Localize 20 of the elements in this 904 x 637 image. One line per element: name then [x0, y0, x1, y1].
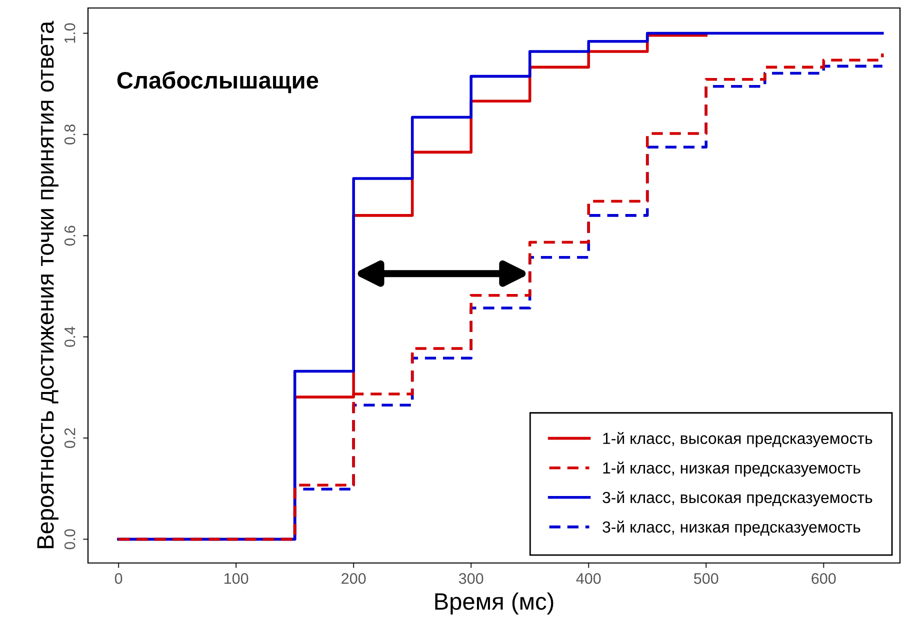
- x-axis-title: Время (мс): [435, 592, 554, 615]
- legend-label: 1-й класс, высокая предсказуемость: [603, 432, 872, 448]
- y-tick-label: 0.8: [64, 124, 76, 145]
- legend-label: 3-й класс, высокая предсказуемость: [602, 491, 872, 506]
- y-tick-label: 0.4: [64, 326, 76, 347]
- x-tick-label: 600: [812, 573, 836, 584]
- legend-label: 3-й класс, низкая предсказуемость: [602, 520, 860, 536]
- x-tick-label: 0: [114, 573, 122, 584]
- y-tick-label: 1.0: [64, 23, 76, 43]
- legend-label: 1-й класс, низкая предсказуемость: [603, 462, 860, 477]
- x-tick-label: 100: [224, 573, 248, 584]
- x-tick-label: 400: [576, 573, 601, 584]
- x-tick-label: 300: [458, 573, 484, 584]
- x-tick-label: 200: [342, 573, 366, 584]
- y-tick-label: 0.0: [64, 529, 76, 550]
- y-axis-title: Вероятность достижения точки принятия ответа: [37, 20, 58, 548]
- y-tick-label: 0.2: [64, 428, 76, 448]
- y-tick-label: 0.6: [64, 226, 76, 246]
- annotation: Слабослышащие: [117, 71, 318, 94]
- x-tick-label: 500: [694, 573, 718, 584]
